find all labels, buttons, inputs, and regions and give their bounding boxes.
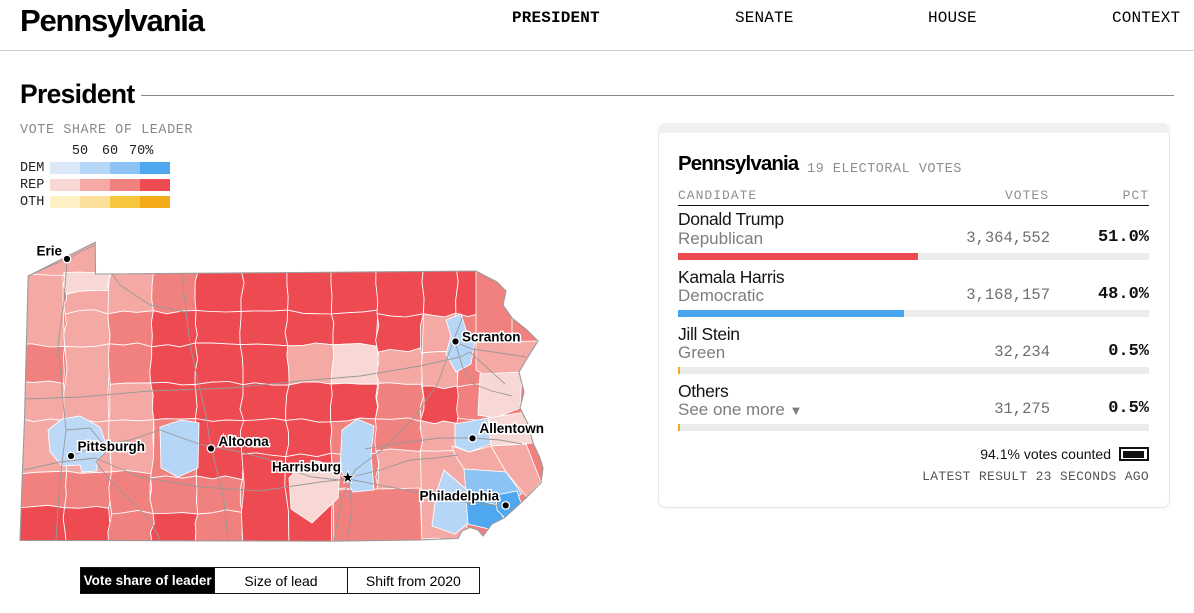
svg-text:Scranton: Scranton	[462, 330, 521, 345]
svg-text:Erie: Erie	[36, 244, 62, 259]
svg-text:Harrisburg: Harrisburg	[272, 460, 341, 475]
svg-text:Altoona: Altoona	[219, 434, 270, 449]
svg-text:Philadelphia: Philadelphia	[419, 489, 499, 504]
svg-text:Allentown: Allentown	[480, 421, 545, 436]
svg-text:Pittsburgh: Pittsburgh	[78, 439, 146, 454]
